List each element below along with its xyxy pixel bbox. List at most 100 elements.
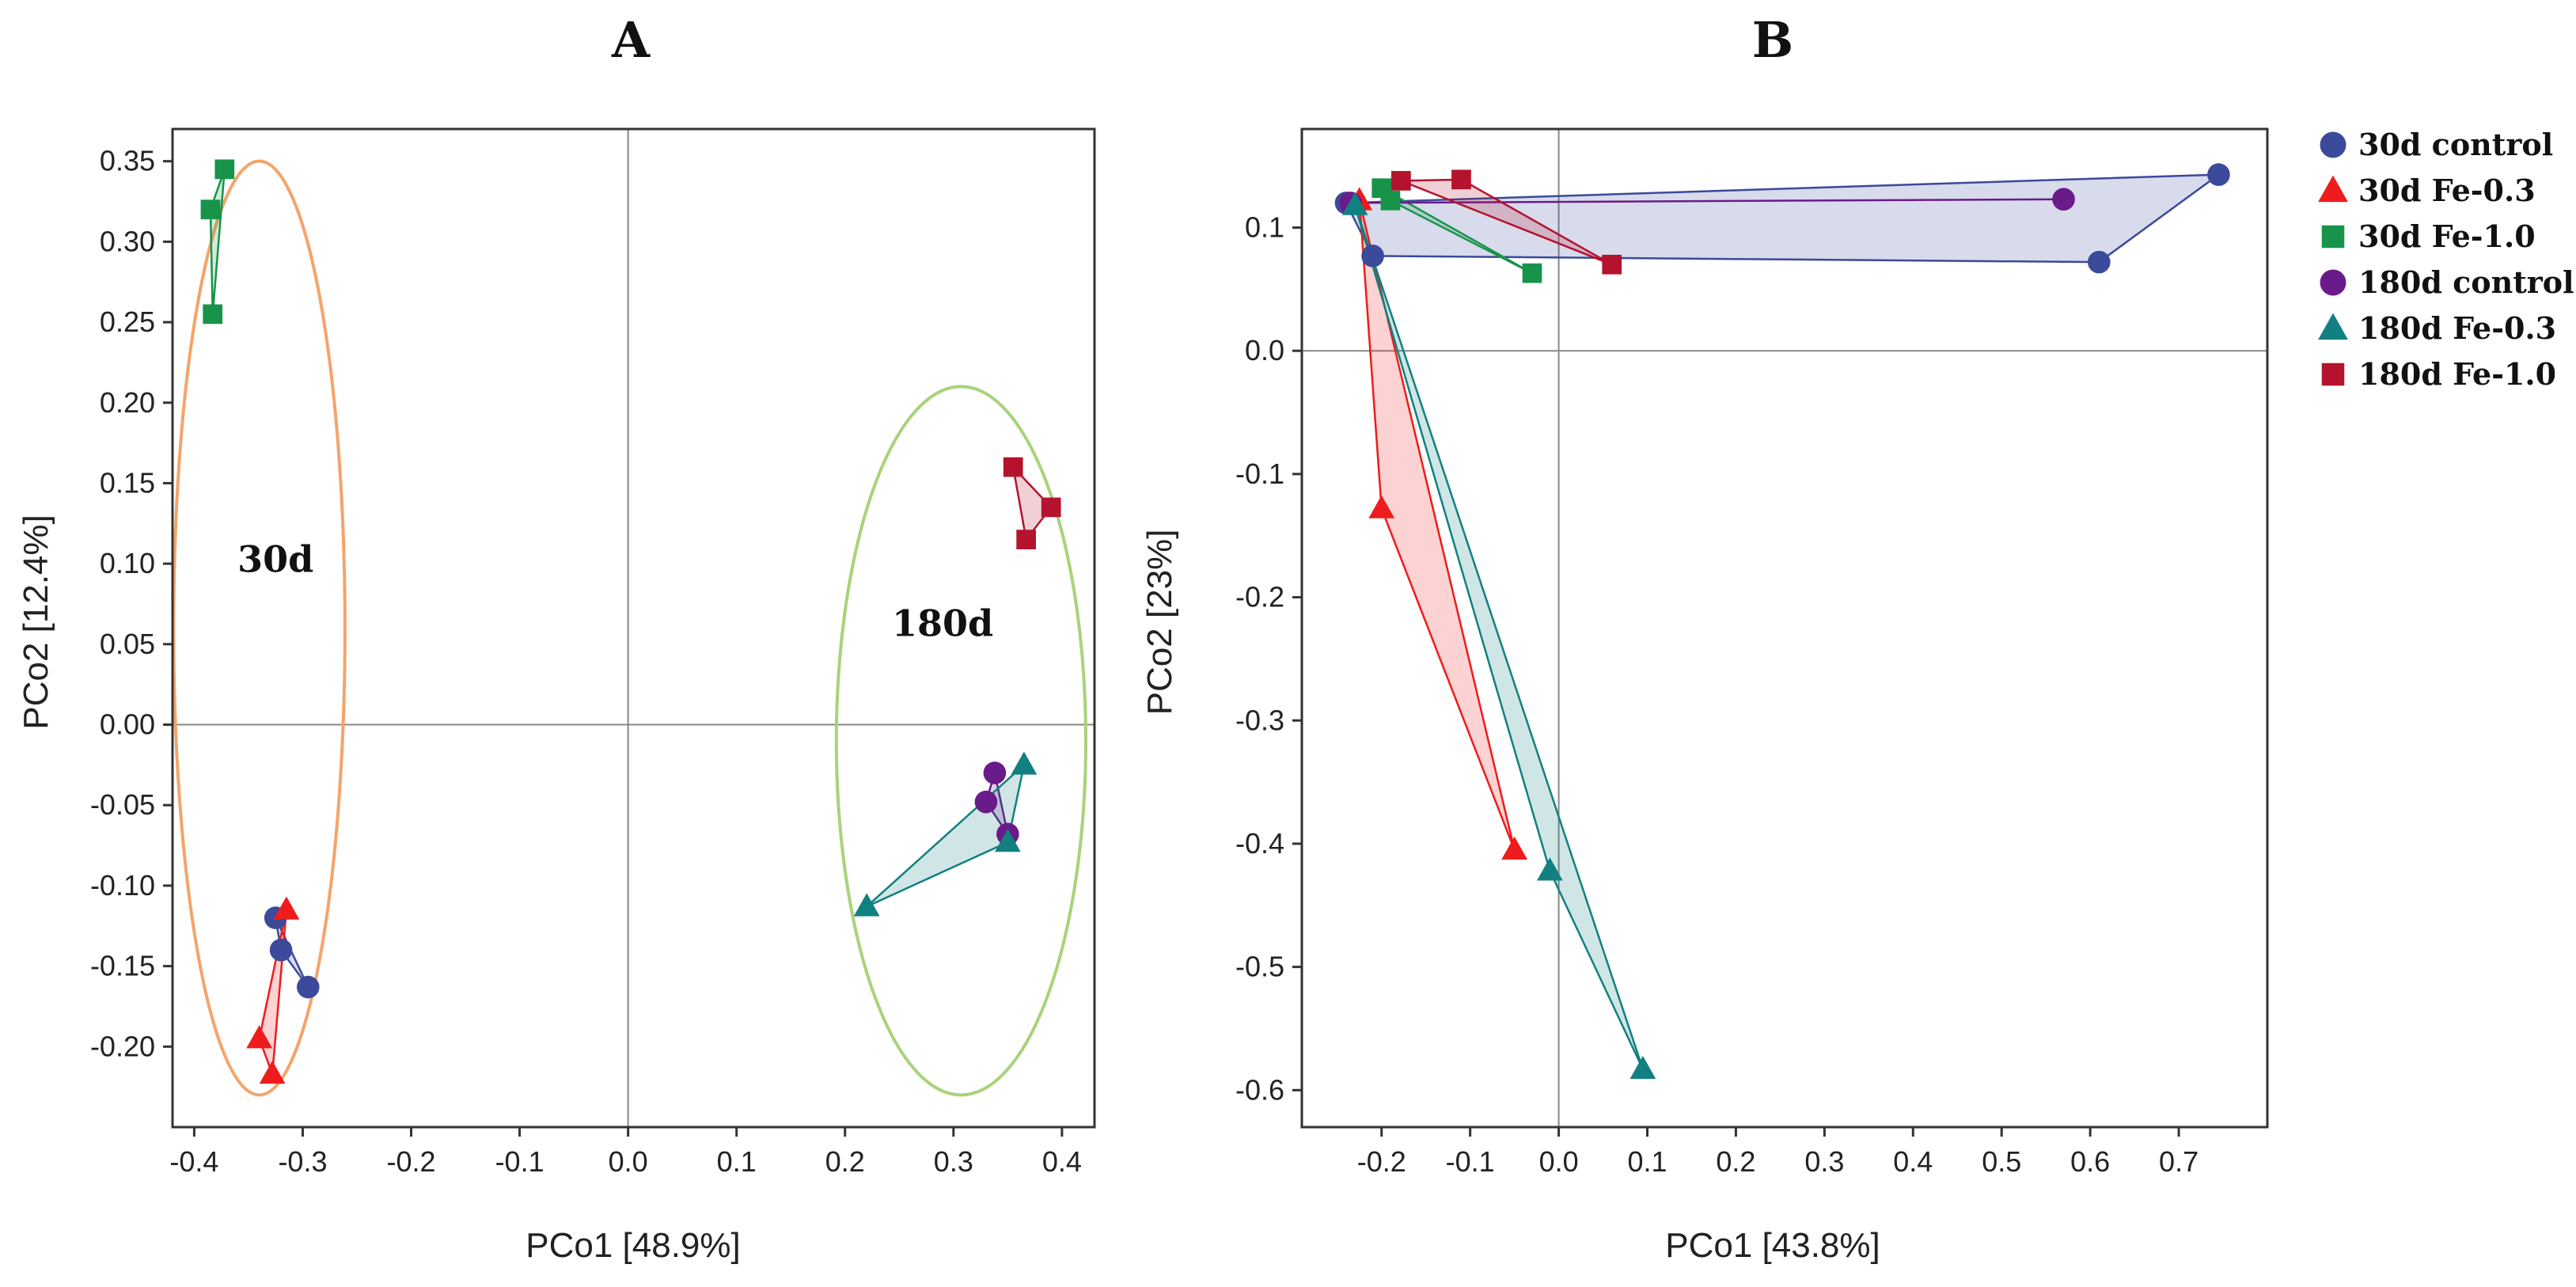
- legend-marker-180d-control: [2320, 269, 2346, 296]
- panel-a-reference-lines: [173, 129, 1095, 1127]
- panel-a-point-180d-fe-0-3: [1011, 751, 1038, 775]
- legend-label-180d-control: 180d control: [2358, 264, 2574, 300]
- panel-b-point-180d-fe-1-0: [1391, 171, 1411, 191]
- panel-a-hull-180d-fe-0-3: [865, 764, 1026, 908]
- panel-b-x-tick-label: 0.1: [1627, 1145, 1667, 1178]
- panel-a-y-tick-label: -0.05: [90, 788, 155, 821]
- legend-item-30d-fe-0-3: 30d Fe-0.3: [2318, 173, 2536, 208]
- panel-a-point-180d-fe-1-0: [1003, 457, 1023, 477]
- panel-b-chart: B -0.2 -0.1 0.0 0.1 0.2 0.3 0.4 0.5 0.6 0.7 -0.6-…: [1140, 11, 2269, 1265]
- panel-a-point-180d-control: [974, 790, 998, 814]
- panel-a-y-axis: -0.20 -0.15 -0.10 -0.05 0.00 0.05 0.10 0.15 0.20…: [90, 145, 173, 1062]
- panel-a-annotation-30d: 30d: [237, 537, 313, 580]
- panel-a-y-tick-label: 0.20: [100, 386, 155, 419]
- legend-item-30d-fe-1-0: 30d Fe-1.0: [2321, 218, 2536, 254]
- panel-a-letter: A: [611, 11, 651, 69]
- panel-a-y-tick-label: 0.00: [100, 708, 155, 741]
- legend-label-180d-fe-0-3: 180d Fe-0.3: [2358, 310, 2556, 346]
- panel-b-point-180d-fe-0-3: [1537, 857, 1563, 881]
- panel-a-y-tick-label: -0.20: [90, 1030, 155, 1062]
- panel-b-point-30d-control: [2207, 163, 2230, 186]
- panel-a-point-180d-fe-1-0: [1041, 497, 1061, 518]
- panel-a-point-30d-fe-0-3: [259, 1060, 286, 1084]
- panel-a-y-tick-label: 0.15: [100, 466, 155, 499]
- panel-b-hull-180d-control: [1350, 198, 2064, 204]
- panel-a-x-tick-label: 0.3: [934, 1145, 973, 1178]
- legend-marker-30d-fe-1-0: [2321, 225, 2345, 249]
- panel-a-hull-180d-fe-1-0: [1011, 465, 1053, 541]
- panel-b-hull-180d-fe-1-0: [1400, 178, 1613, 266]
- panel-b-hull-30d-fe-0-3: [1358, 199, 1516, 851]
- panel-b-x-tick-label: -0.2: [1357, 1145, 1406, 1178]
- panel-b-y-axis: -0.6 -0.5 -0.4 -0.3 -0.2 -0.1 0.0 0.1: [1235, 211, 1302, 1106]
- panel-a-x-tick-label: -0.4: [169, 1145, 218, 1178]
- panel-b-point-30d-fe-0-3: [1501, 836, 1528, 860]
- panel-b-x-tick-label: 0.7: [2159, 1145, 2199, 1178]
- panel-a-x-tick-label: 0.0: [609, 1145, 648, 1178]
- panel-a-annotations: 30d 180d: [237, 537, 993, 644]
- panel-b-reference-lines: [1302, 129, 2267, 1127]
- panel-a-x-tick-label: 0.4: [1042, 1145, 1082, 1178]
- legend-item-180d-fe-0-3: 180d Fe-0.3: [2318, 310, 2556, 346]
- legend-label-30d-control: 30d control: [2358, 127, 2553, 162]
- panel-a-chart: A 30d 180d -0.4 -0.3 -0.2 -0.1 0.0 0.1 0.2 0.3 0.…: [17, 11, 1096, 1265]
- panel-a-y-tick-label: 0.10: [100, 547, 155, 579]
- panel-a-point-180d-fe-0-3: [853, 893, 880, 917]
- legend-marker-180d-fe-0-3: [2318, 313, 2348, 340]
- panel-b-hull-180d-fe-0-3: [1353, 204, 1645, 1071]
- panel-b-point-180d-fe-0-3: [1629, 1055, 1656, 1080]
- panel-b-letter: B: [1752, 11, 1793, 69]
- panel-a-point-30d-fe-1-0: [203, 304, 223, 325]
- panel-a-y-tick-label: 0.25: [100, 306, 155, 338]
- panel-b-x-tick-label: 0.5: [1982, 1145, 2021, 1178]
- panel-a-x-tick-label: -0.2: [387, 1145, 436, 1178]
- panel-a-x-tick-label: 0.1: [717, 1145, 757, 1178]
- legend-item-180d-fe-1-0: 180d Fe-1.0: [2321, 356, 2556, 392]
- panel-b-point-180d-control: [2052, 188, 2075, 211]
- panel-b-y-tick-label: -0.1: [1235, 457, 1284, 490]
- panel-b-x-tick-label: 0.4: [1893, 1145, 1933, 1178]
- panel-b-y-axis-label: PCo2 [23%]: [1140, 530, 1179, 716]
- panel-b-point-30d-fe-0-3: [1368, 495, 1395, 518]
- panel-b-point-30d-control: [1361, 245, 1384, 268]
- panel-b-y-tick-label: 0.1: [1245, 211, 1284, 244]
- panel-a-point-180d-fe-1-0: [1016, 530, 1037, 549]
- legend-label-30d-fe-1-0: 30d Fe-1.0: [2358, 218, 2536, 254]
- panel-b-point-30d-control: [2088, 250, 2111, 274]
- panel-b-x-tick-label: 0.0: [1539, 1145, 1579, 1178]
- panel-a-y-tick-label: -0.15: [90, 950, 155, 982]
- panel-a-point-180d-control: [983, 761, 1007, 784]
- panel-a-ellipse-180d: [834, 385, 1088, 1097]
- panel-b-point-180d-fe-0-3: [1341, 192, 1368, 215]
- panel-a-annotation-180d: 180d: [892, 602, 993, 645]
- legend-label-30d-fe-0-3: 30d Fe-0.3: [2358, 173, 2536, 208]
- panel-a-point-30d-fe-1-0: [214, 159, 235, 180]
- panel-a-points: [200, 159, 1061, 1084]
- panel-b-x-tick-label: 0.6: [2070, 1145, 2110, 1178]
- panel-a-plot-frame: [171, 127, 1096, 1129]
- panel-a-point-30d-fe-1-0: [200, 199, 221, 220]
- panel-a-y-tick-label: 0.35: [100, 145, 155, 177]
- panel-b-point-180d-fe-1-0: [1602, 254, 1622, 275]
- legend-item-180d-control: 180d control: [2320, 264, 2574, 300]
- panel-b-x-axis: -0.2 -0.1 0.0 0.1 0.2 0.3 0.4 0.5 0.6 0.7: [1357, 1127, 2199, 1178]
- panel-b-point-30d-fe-1-0: [1380, 190, 1401, 211]
- legend-label-180d-fe-1-0: 180d Fe-1.0: [2358, 356, 2556, 392]
- legend-item-30d-control: 30d control: [2320, 127, 2553, 162]
- panel-a-y-axis-label: PCo2 [12.4%]: [17, 514, 55, 730]
- legend: 30d control 30d Fe-0.3 30d Fe-1.0 180d cont…: [2318, 127, 2574, 392]
- panel-a-point-180d-fe-0-3: [994, 829, 1021, 852]
- panel-b-point-180d-fe-1-0: [1451, 169, 1471, 190]
- panel-a-point-30d-fe-0-3: [273, 896, 300, 920]
- panel-b-plot-frame: [1300, 127, 2269, 1129]
- panel-a-y-tick-label: -0.10: [90, 869, 155, 902]
- panel-b-y-tick-label: -0.4: [1235, 827, 1284, 860]
- legend-marker-180d-fe-1-0: [2321, 363, 2345, 386]
- panel-b-y-tick-label: -0.6: [1235, 1073, 1284, 1106]
- panel-a-point-30d-fe-0-3: [246, 1025, 273, 1049]
- panel-a-x-tick-label: -0.3: [278, 1145, 327, 1178]
- panel-b-y-tick-label: -0.3: [1235, 704, 1284, 736]
- legend-marker-30d-control: [2320, 131, 2346, 158]
- panel-b-x-tick-label: 0.3: [1804, 1145, 1844, 1178]
